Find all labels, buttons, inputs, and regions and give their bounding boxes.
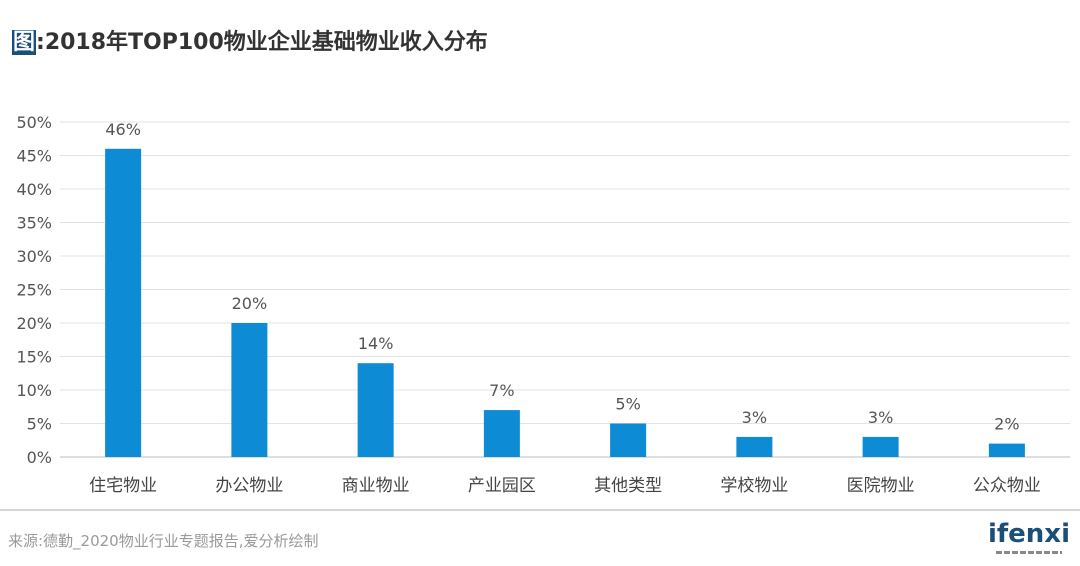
y-tick-label: 20% bbox=[16, 314, 52, 333]
y-tick-label: 50% bbox=[16, 113, 52, 132]
bar bbox=[105, 148, 142, 458]
title-text: :2018年TOP100物业企业基础物业收入分布 bbox=[36, 30, 488, 55]
source-note: 来源:德勤_2020物业行业专题报告,爱分析绘制 bbox=[8, 532, 319, 550]
bar bbox=[862, 436, 899, 457]
bar bbox=[357, 363, 394, 457]
chart-title: 图:2018年TOP100物业企业基础物业收入分布 bbox=[12, 24, 488, 56]
y-tick-label: 30% bbox=[16, 247, 52, 266]
x-tick-label: 公众物业 bbox=[973, 476, 1041, 496]
y-tick-label: 35% bbox=[16, 214, 52, 233]
logo-tagline-decoration bbox=[995, 551, 1062, 554]
footer-divider bbox=[0, 509, 1080, 511]
bar bbox=[231, 323, 268, 457]
x-tick-label: 学校物业 bbox=[720, 476, 788, 496]
y-axis-ticks: 0% 5% 10% 15% 20% 25% 30% 35% 40% 45% 50% bbox=[16, 113, 52, 467]
data-label: 5% bbox=[615, 395, 640, 414]
data-label: 2% bbox=[994, 415, 1019, 434]
x-tick-label: 办公物业 bbox=[215, 476, 283, 496]
data-label: 7% bbox=[489, 381, 514, 400]
title-prefix: 图 bbox=[12, 30, 37, 55]
x-tick-label: 住宅物业 bbox=[89, 476, 157, 496]
y-tick-label: 0% bbox=[27, 448, 52, 467]
y-tick-label: 5% bbox=[27, 415, 52, 434]
x-axis-ticks: 住宅物业 办公物业 商业物业 产业园区 其他类型 学校物业 医院物业 公众物业 bbox=[89, 476, 1041, 496]
ifenxi-logo: ifenxi bbox=[988, 520, 1070, 554]
data-label: 3% bbox=[742, 408, 767, 427]
x-tick-label: 产业园区 bbox=[468, 476, 536, 496]
data-label: 20% bbox=[232, 294, 268, 313]
data-label: 46% bbox=[105, 120, 141, 139]
data-label: 3% bbox=[868, 408, 893, 427]
y-tick-label: 25% bbox=[16, 281, 52, 300]
y-tick-label: 45% bbox=[16, 147, 52, 166]
bar bbox=[610, 423, 647, 457]
bar bbox=[736, 436, 773, 457]
x-tick-label: 医院物业 bbox=[847, 476, 915, 496]
y-tick-label: 40% bbox=[16, 180, 52, 199]
x-tick-label: 商业物业 bbox=[342, 476, 410, 496]
bar bbox=[988, 443, 1025, 457]
bar bbox=[483, 410, 520, 457]
gridlines bbox=[60, 121, 1070, 458]
y-tick-label: 10% bbox=[16, 381, 52, 400]
bar-chart: 0% 5% 10% 15% 20% 25% 30% 35% 40% 45% 50% 46% 20% 14… bbox=[16, 113, 1070, 496]
logo-text: ifenxi bbox=[987, 519, 1070, 549]
bars bbox=[105, 148, 1025, 458]
x-tick-label: 其他类型 bbox=[594, 476, 662, 496]
y-tick-label: 15% bbox=[16, 348, 52, 367]
data-label: 14% bbox=[358, 334, 394, 353]
data-labels: 46% 20% 14% 7% 5% 3% 3% 2% bbox=[105, 120, 1019, 434]
